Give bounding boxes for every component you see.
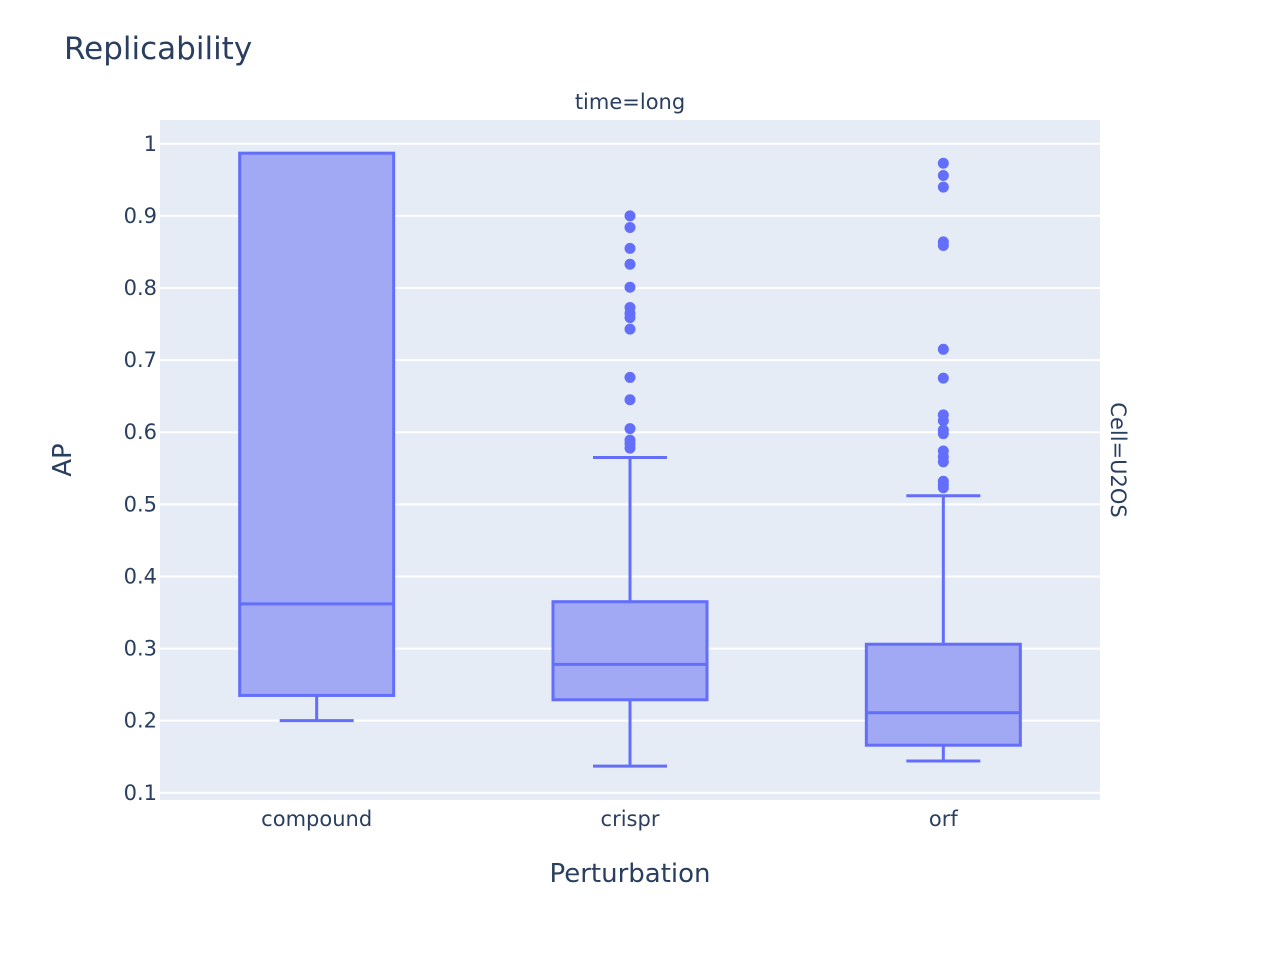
y-tick-label: 0.2 [124, 709, 157, 733]
outlier-point [624, 221, 636, 233]
outlier-point [937, 343, 949, 355]
chart-title: Replicability [64, 31, 252, 67]
outlier-point [937, 170, 949, 182]
outlier-point [937, 239, 949, 251]
y-tick-label: 0.6 [124, 420, 157, 444]
outlier-point [937, 372, 949, 384]
outlier-point [624, 394, 636, 406]
outlier-point [624, 323, 636, 335]
y-tick-label: 0.7 [124, 348, 157, 372]
outlier-point [624, 281, 636, 293]
outlier-point [937, 428, 949, 440]
box-crispr [551, 210, 709, 768]
box-compound [238, 151, 396, 723]
x-axis-ticks: compound crispr orf [261, 807, 958, 831]
x-tick-label: orf [929, 807, 958, 831]
box-iqr [551, 600, 709, 702]
y-tick-label: 0.4 [124, 564, 157, 588]
y-tick-label: 0.5 [124, 492, 157, 516]
x-tick-label: crispr [601, 807, 660, 831]
y-tick-label: 0.9 [124, 204, 157, 228]
y-axis-title: AP [48, 443, 78, 476]
y-tick-label: 1 [144, 132, 157, 156]
outlier-point [624, 371, 636, 383]
outlier-point [624, 210, 636, 222]
box-orf [864, 157, 1022, 763]
box-iqr [864, 642, 1022, 747]
outlier-point [937, 456, 949, 468]
outlier-point [937, 482, 949, 494]
y-axis-ticks: 0.1 0.2 0.3 0.4 0.5 0.6 0.7 0.8 0.9 1 [124, 132, 157, 805]
outlier-point [624, 312, 636, 324]
outlier-point [624, 258, 636, 270]
outlier-point [937, 157, 949, 169]
facet-column-label: time=long [575, 90, 685, 114]
outlier-point [624, 242, 636, 254]
y-tick-label: 0.8 [124, 276, 157, 300]
outlier-point [937, 181, 949, 193]
y-tick-label: 0.3 [124, 637, 157, 661]
outlier-point [937, 415, 949, 427]
facet-row-label: Cell=U2OS [1106, 402, 1130, 517]
box-series [238, 151, 1022, 768]
x-axis-title: Perturbation [549, 859, 710, 889]
outlier-point [624, 423, 636, 435]
y-tick-label: 0.1 [124, 781, 157, 805]
outlier-point [624, 442, 636, 454]
x-tick-label: compound [261, 807, 372, 831]
box-iqr [238, 151, 396, 697]
